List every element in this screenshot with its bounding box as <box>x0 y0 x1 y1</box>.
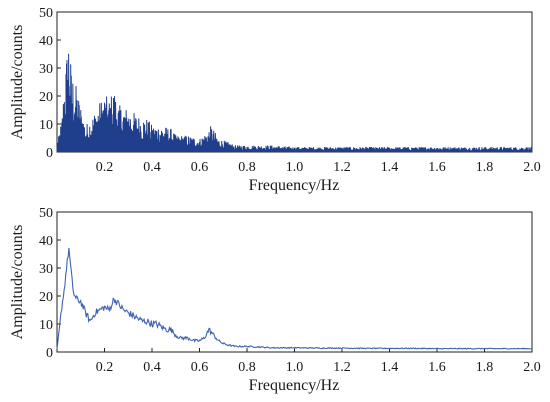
bottom-x-tick-label: 0.4 <box>143 360 161 375</box>
bottom-x-ticks: 0.2 0.4 0.6 0.8 1.0 1.2 1.4 1.6 1.8 2.0 <box>96 348 541 375</box>
bottom-x-tick-label: 0.6 <box>191 360 209 375</box>
top-x-tick-label: 0.8 <box>238 160 256 175</box>
bottom-x-tick-label: 0.8 <box>238 360 256 375</box>
top-y-tick-label: 20 <box>39 90 53 105</box>
bottom-y-tick-label: 20 <box>39 290 53 305</box>
bottom-plot-frame <box>56 211 533 353</box>
top-x-tick-label: 0.2 <box>96 160 114 175</box>
top-y-tick-label: 10 <box>39 118 53 133</box>
top-y-tick-label: 40 <box>39 34 53 49</box>
bottom-spectrum-line <box>56 247 533 350</box>
bottom-x-tick-label: 1.4 <box>381 360 399 375</box>
top-y-tick-label: 0 <box>46 146 53 161</box>
top-x-ticks: 0.2 0.4 0.6 0.8 1.0 1.2 1.4 1.6 1.8 2.0 <box>96 148 541 175</box>
top-series <box>56 53 533 153</box>
bottom-x-tick-label: 1.6 <box>428 360 446 375</box>
bottom-x-tick-label: 0.2 <box>96 360 114 375</box>
top-x-tick-label: 1.0 <box>286 160 304 175</box>
top-x-tick-label: 1.2 <box>333 160 351 175</box>
top-y-axis-label: Amplitude/counts <box>9 25 26 140</box>
top-x-tick-label: 0.4 <box>143 160 161 175</box>
top-x-tick-label: 1.4 <box>381 160 399 175</box>
bottom-series <box>56 247 533 350</box>
bottom-y-tick-label: 0 <box>46 346 53 361</box>
bottom-x-tick-label: 1.2 <box>333 360 351 375</box>
top-y-tick-label: 30 <box>39 62 53 77</box>
bottom-y-ticks: 0 10 20 30 40 50 <box>39 206 61 361</box>
bottom-y-tick-label: 10 <box>39 318 53 333</box>
bottom-y-tick-label: 40 <box>39 234 53 249</box>
top-y-ticks: 0 10 20 30 40 50 <box>39 6 61 161</box>
top-x-tick-label: 2.0 <box>523 160 541 175</box>
top-y-tick-label: 50 <box>39 6 53 21</box>
top-x-tick-label: 1.6 <box>428 160 446 175</box>
bottom-x-tick-label: 1.0 <box>286 360 304 375</box>
bottom-x-tick-label: 2.0 <box>523 360 541 375</box>
top-spectrum-chart: 0 10 20 30 40 50 0.2 0.4 0.6 0.8 1.0 1.2 1.4 1.6 1.8 2… <box>9 6 541 194</box>
top-x-tick-label: 0.6 <box>191 160 209 175</box>
top-x-axis-label: Frequency/Hz <box>249 177 340 194</box>
top-spectrum-line <box>56 53 533 153</box>
bottom-spectrum-chart: 0 10 20 30 40 50 0.2 0.4 0.6 0.8 1.0 1.2 1.4 1.6 1.8 2… <box>9 206 541 394</box>
bottom-x-axis-label: Frequency/Hz <box>249 377 340 394</box>
bottom-x-tick-label: 1.8 <box>476 360 494 375</box>
bottom-y-tick-label: 30 <box>39 262 53 277</box>
top-x-tick-label: 1.8 <box>476 160 494 175</box>
bottom-y-tick-label: 50 <box>39 206 53 221</box>
bottom-y-axis-label: Amplitude/counts <box>9 225 26 340</box>
